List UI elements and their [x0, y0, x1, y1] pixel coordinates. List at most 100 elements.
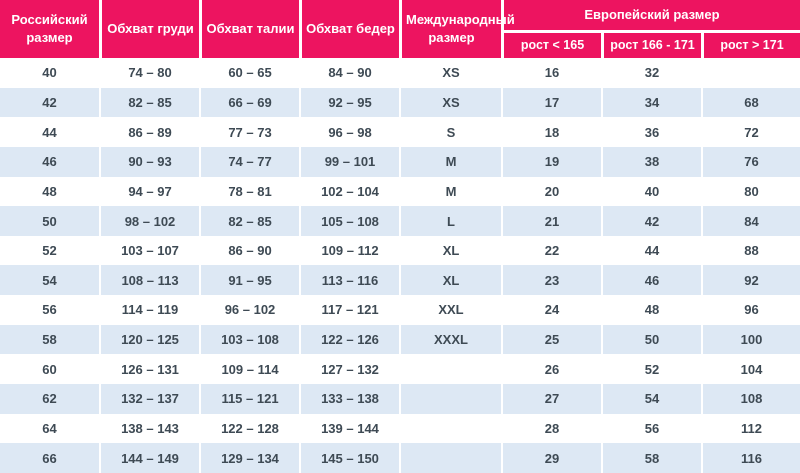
table-cell — [399, 413, 501, 444]
table-cell: 52 — [601, 354, 701, 385]
header-cell-russian-size: Российский размер — [0, 0, 99, 58]
header-cell-waist: Обхват талии — [199, 0, 299, 58]
table-row: 42 82 – 85 66 – 69 92 – 95 XS 17 34 68 — [0, 87, 800, 118]
table-cell: 26 — [501, 354, 601, 385]
table-cell: 28 — [501, 413, 601, 444]
table-cell: 144 – 149 — [99, 443, 199, 473]
table-cell: 46 — [0, 146, 99, 177]
table-cell: 92 — [701, 265, 800, 296]
table-cell: 16 — [501, 58, 601, 88]
table-cell: 122 – 128 — [199, 413, 299, 444]
header-row-top: Российский размер Обхват груди Обхват та… — [0, 0, 800, 58]
table-cell: 25 — [501, 324, 601, 355]
table-cell: 58 — [601, 443, 701, 473]
table-cell: 48 — [0, 176, 99, 207]
table-row: 66 144 – 149 129 – 134 145 – 150 29 58 116 — [0, 443, 800, 473]
table-cell: 66 – 69 — [199, 87, 299, 118]
table-cell: 20 — [501, 176, 601, 207]
table-cell: 27 — [501, 384, 601, 414]
table-cell: M — [399, 176, 501, 207]
table-cell: 42 — [601, 206, 701, 236]
table-cell: 92 – 95 — [299, 87, 399, 118]
table-cell: 76 — [701, 146, 800, 177]
table-cell: 80 — [701, 176, 800, 207]
table-cell: 103 – 107 — [99, 235, 199, 266]
table-cell: 64 — [0, 413, 99, 444]
table-cell: 104 — [701, 354, 800, 385]
table-cell: 82 – 85 — [99, 87, 199, 118]
table-cell: 78 – 81 — [199, 176, 299, 207]
table-cell: 42 — [0, 87, 99, 118]
table-cell: 19 — [501, 146, 601, 177]
table-cell: 74 – 80 — [99, 58, 199, 88]
table-cell — [399, 384, 501, 414]
table-cell: 139 – 144 — [299, 413, 399, 444]
table-cell — [399, 443, 501, 473]
header-row-sub: рост < 165 рост 166 - 171 рост > 171 — [0, 30, 800, 58]
table-cell: 58 — [0, 324, 99, 355]
table-cell: XXL — [399, 295, 501, 325]
table-cell: 109 – 112 — [299, 235, 399, 266]
table-cell: 40 — [0, 58, 99, 88]
table-cell: XL — [399, 235, 501, 266]
table-cell: 102 – 104 — [299, 176, 399, 207]
header-cell-height-166-171: рост 166 - 171 — [601, 30, 701, 58]
table-row: 44 86 – 89 77 – 73 96 – 98 S 18 36 72 — [0, 117, 800, 147]
table-cell: 129 – 134 — [199, 443, 299, 473]
table-cell: 82 – 85 — [199, 206, 299, 236]
table-cell: 84 – 90 — [299, 58, 399, 88]
table-cell: S — [399, 117, 501, 147]
table-cell: 112 — [701, 413, 800, 444]
table-row: 50 98 – 102 82 – 85 105 – 108 L 21 42 84 — [0, 206, 800, 236]
table-row: 52 103 – 107 86 – 90 109 – 112 XL 22 44 88 — [0, 235, 800, 266]
table-cell: 115 – 121 — [199, 384, 299, 414]
table-body: 40 74 – 80 60 – 65 84 – 90 XS 16 32 42 82 – 85 66… — [0, 58, 800, 473]
table-cell: 62 — [0, 384, 99, 414]
table-header: Российский размер Обхват груди Обхват та… — [0, 0, 800, 58]
table-cell: 50 — [601, 324, 701, 355]
table-cell: 117 – 121 — [299, 295, 399, 325]
table-cell: XS — [399, 58, 501, 88]
table-cell: M — [399, 146, 501, 177]
table-cell: 50 — [0, 206, 99, 236]
table-cell: 74 – 77 — [199, 146, 299, 177]
table-cell: 54 — [601, 384, 701, 414]
header-cell-hips: Обхват бедер — [299, 0, 399, 58]
table-cell: 96 — [701, 295, 800, 325]
table-cell: 133 – 138 — [299, 384, 399, 414]
table-cell: 103 – 108 — [199, 324, 299, 355]
table-cell: 108 – 113 — [99, 265, 199, 296]
table-cell: 38 — [601, 146, 701, 177]
table-cell: 122 – 126 — [299, 324, 399, 355]
table-cell: 60 – 65 — [199, 58, 299, 88]
table-cell: XS — [399, 87, 501, 118]
table-cell: 56 — [601, 413, 701, 444]
table-cell: 94 – 97 — [99, 176, 199, 207]
table-cell: 91 – 95 — [199, 265, 299, 296]
table-cell: 23 — [501, 265, 601, 296]
table-cell: 86 – 90 — [199, 235, 299, 266]
table-cell: 113 – 116 — [299, 265, 399, 296]
table-row: 46 90 – 93 74 – 77 99 – 101 M 19 38 76 — [0, 146, 800, 177]
header-cell-chest: Обхват груди — [99, 0, 199, 58]
table-cell — [399, 354, 501, 385]
table-cell: XXXL — [399, 324, 501, 355]
table-cell: 116 — [701, 443, 800, 473]
table-cell: XL — [399, 265, 501, 296]
table-cell: 68 — [701, 87, 800, 118]
table-row: 56 114 – 119 96 – 102 117 – 121 XXL 24 48 96 — [0, 295, 800, 325]
table-cell: 44 — [0, 117, 99, 147]
table-cell — [701, 58, 800, 88]
table-row: 58 120 – 125 103 – 108 122 – 126 XXXL 25 50 100 — [0, 324, 800, 355]
table-cell: 105 – 108 — [299, 206, 399, 236]
table-cell: 98 – 102 — [99, 206, 199, 236]
table-cell: 40 — [601, 176, 701, 207]
table-cell: 52 — [0, 235, 99, 266]
table-cell: 72 — [701, 117, 800, 147]
table-row: 64 138 – 143 122 – 128 139 – 144 28 56 112 — [0, 413, 800, 444]
table-cell: 44 — [601, 235, 701, 266]
table-cell: 54 — [0, 265, 99, 296]
table-cell: 48 — [601, 295, 701, 325]
header-cell-international-size: Международный размер — [399, 0, 515, 58]
